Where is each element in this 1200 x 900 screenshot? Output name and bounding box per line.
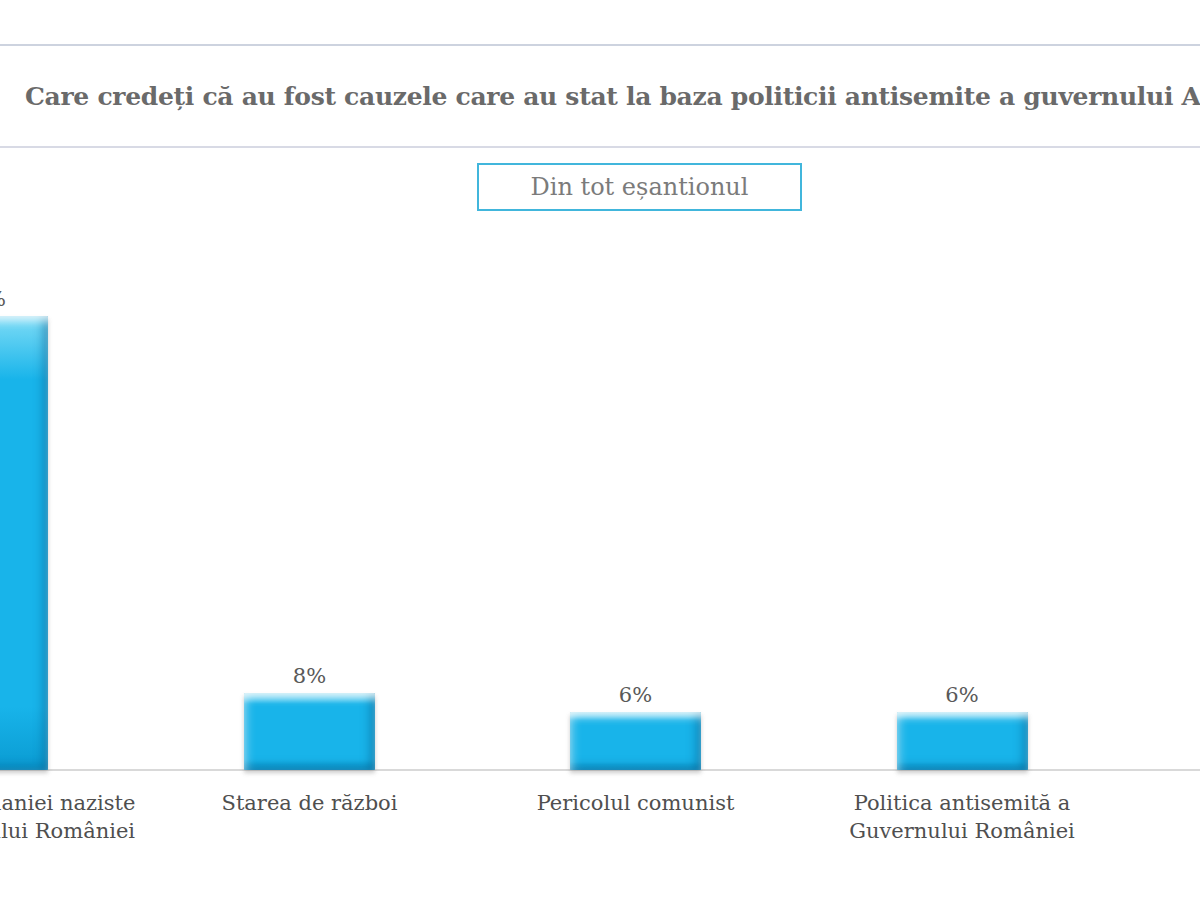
category-label-line: Guvernului României — [849, 819, 1075, 843]
category-label-line: Politica antisemită a — [854, 791, 1071, 815]
bar-data-label: 6% — [862, 683, 1062, 707]
bar-segment — [570, 712, 701, 770]
category-label: Politica antisemită a Guvernului României — [762, 789, 1162, 845]
category-label-line: Starea de război — [222, 791, 398, 815]
bar-segment — [0, 316, 48, 770]
bar-segment — [897, 712, 1028, 770]
slide-canvas: { "page": { "background": "#ffffff", "to… — [0, 0, 1200, 900]
category-label-line: Pericolul comunist — [537, 791, 735, 815]
bar-data-label: 47% — [0, 287, 83, 311]
category-label-line: asupra Guvernului României — [0, 819, 135, 843]
plot-area: 47%Presiunea Germaniei nazisteasupra Guv… — [0, 0, 1200, 900]
bar-segment — [244, 693, 375, 770]
bar-data-label: 8% — [210, 664, 410, 688]
bar-data-label: 6% — [536, 683, 736, 707]
